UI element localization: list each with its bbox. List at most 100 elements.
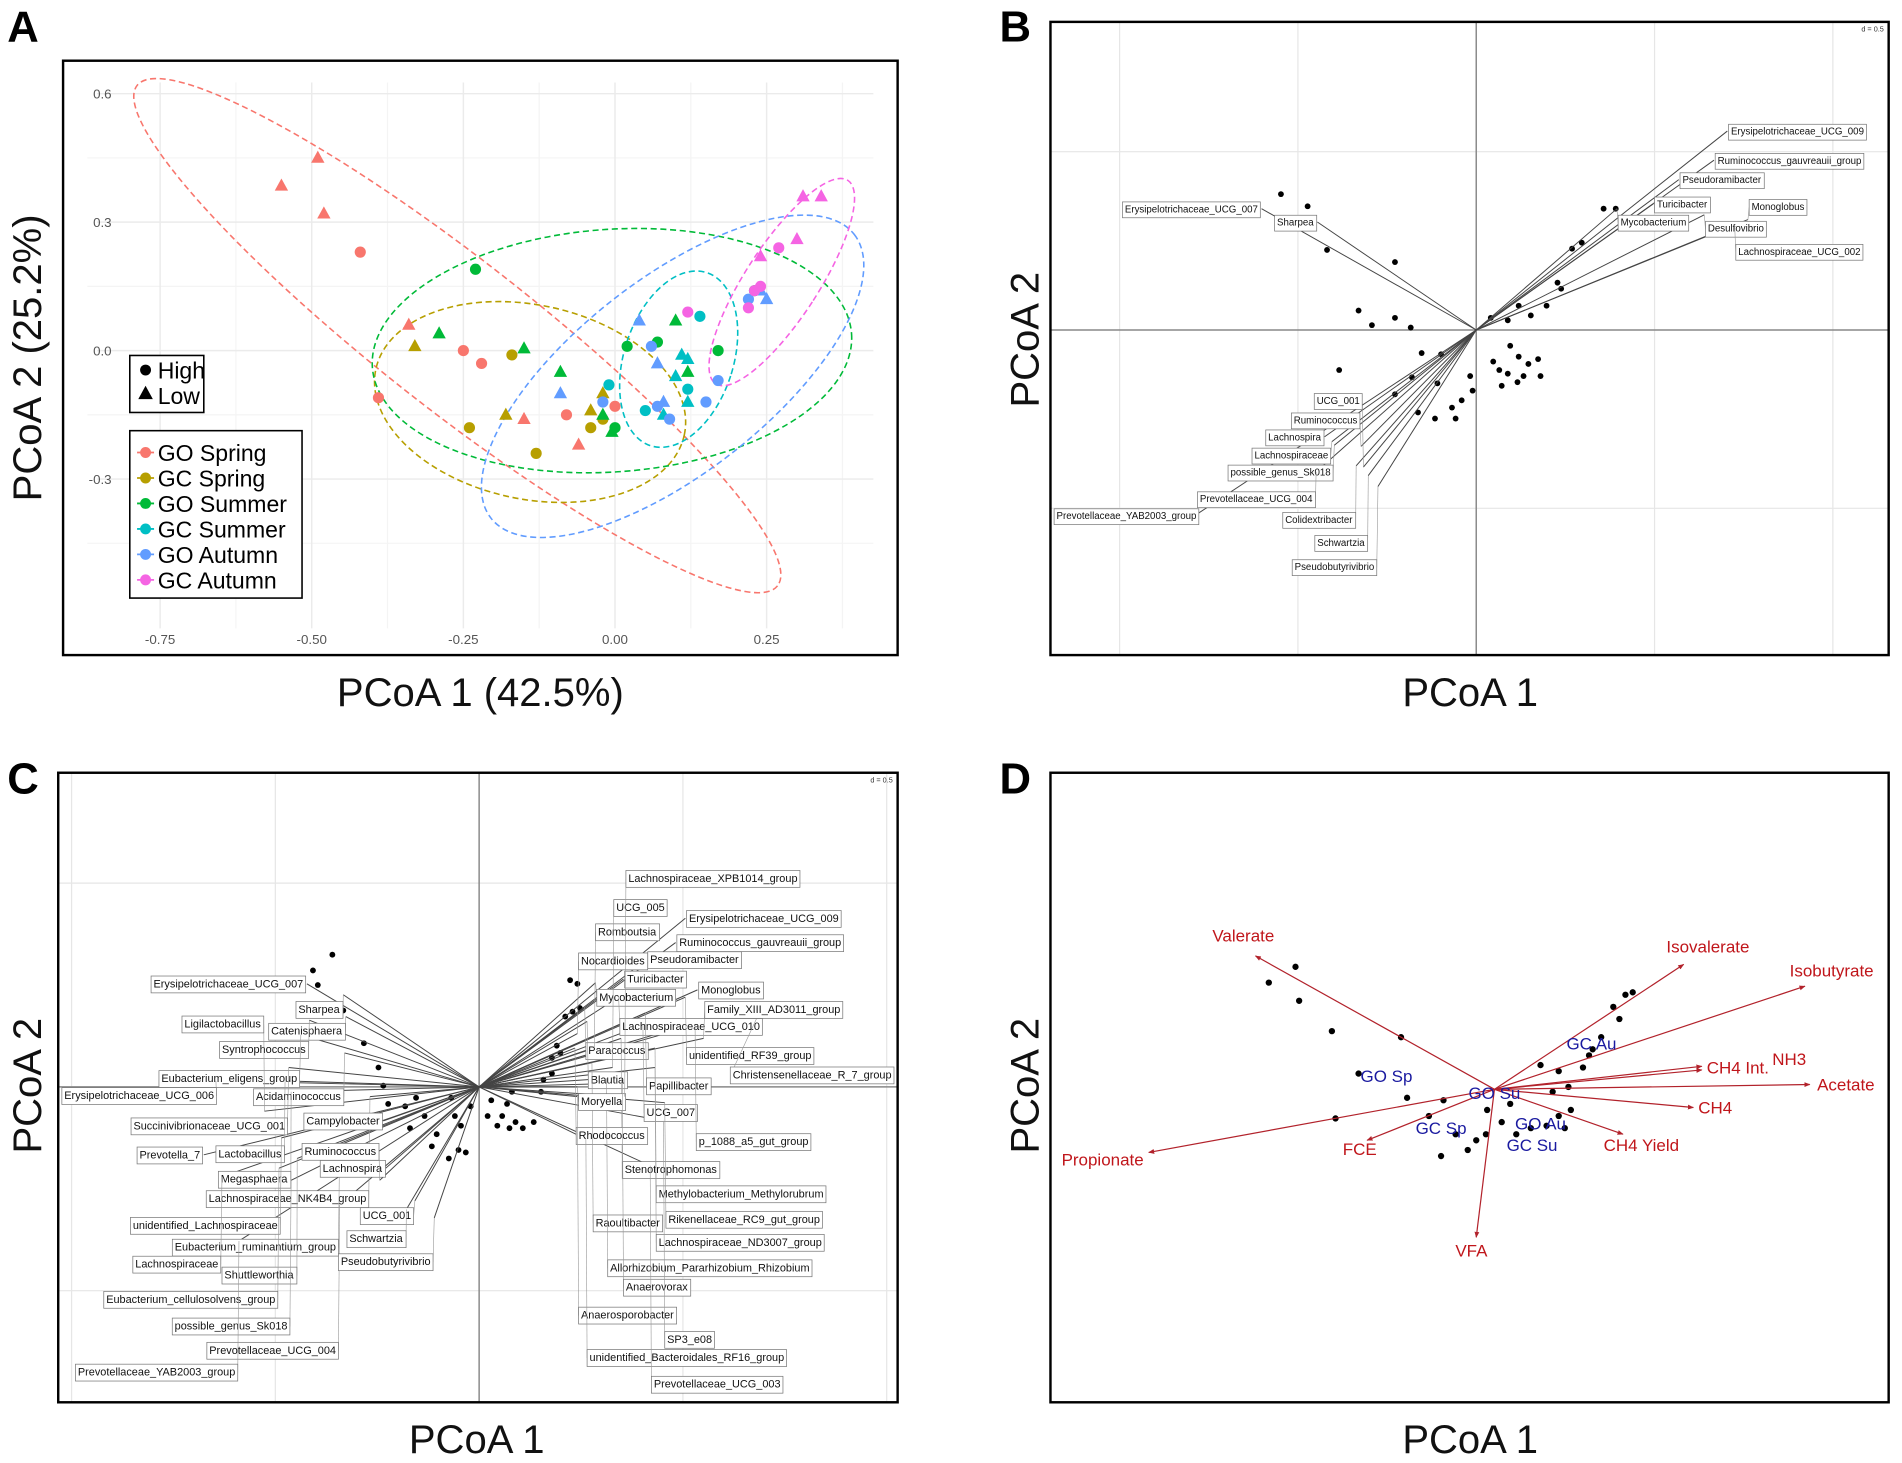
vector-label: Campylobacter — [303, 1112, 383, 1131]
label-leader-line — [612, 908, 615, 1068]
legend-label-go-summer: GO Summer — [158, 491, 288, 517]
taxon-label: Stenotrophomonas — [625, 1164, 718, 1176]
panel-d-biplot: Valerate Isovalerate Isobutyrate CH4 Int. NH… — [1049, 771, 1890, 1404]
label-box — [686, 1047, 815, 1065]
label-box — [1728, 123, 1867, 141]
vector-label: possible_genus_Sk018 — [171, 1317, 291, 1336]
vector-label: Prevotellaceae_YAB2003_group — [75, 1363, 239, 1382]
label-box — [150, 975, 307, 994]
label-box — [1617, 214, 1690, 232]
sample-point — [428, 1143, 435, 1150]
label-box — [1053, 508, 1200, 526]
vector-label: Prevotellaceae_UCG_004 — [206, 1341, 339, 1360]
vector-label: Succinivibrionaceae_UCG_001 — [130, 1117, 288, 1136]
label-box — [205, 1190, 370, 1208]
point-low-gc-autumn — [814, 189, 828, 202]
point-low-go-summer — [517, 341, 531, 354]
sample-point — [458, 1122, 464, 1129]
vector-label: Eubacterium_cellulosolvens_group — [103, 1291, 279, 1309]
taxon-label: Lachnospiraceae — [135, 1259, 218, 1271]
label-box — [646, 1077, 712, 1096]
taxon-label: unidentified_RF39_group — [689, 1050, 811, 1062]
x-tick-label: 0.00 — [602, 632, 628, 647]
taxon-label: UCG_007 — [647, 1107, 696, 1119]
vector-arrow — [1494, 1082, 1811, 1090]
sample-point — [314, 982, 321, 988]
sample-point — [567, 977, 574, 984]
vector-arrow — [1254, 955, 1495, 1090]
confidence-ellipse-go-autumn — [480, 214, 865, 539]
vector-label: Acetate — [1817, 1076, 1875, 1095]
variable-label: VFA — [1455, 1242, 1488, 1261]
vector-label: Anaerovorax — [623, 1278, 692, 1297]
sample-point — [1600, 205, 1607, 212]
sample-point — [1612, 205, 1619, 212]
taxon-label: Lachnospira — [323, 1163, 383, 1175]
vector-label: UCG_007 — [643, 1104, 698, 1122]
label-box — [359, 1207, 415, 1225]
label-leader-line — [642, 1025, 645, 1114]
sample-point — [1565, 1083, 1572, 1091]
sample-point — [1467, 373, 1474, 379]
x-tick-label: 0.25 — [754, 632, 780, 647]
variable-label: CH4 Int. — [1707, 1059, 1769, 1078]
vector-arrow — [479, 1062, 593, 1088]
taxon-label: Schwartzia — [1317, 538, 1365, 549]
label-box — [613, 899, 668, 917]
sample-point — [1469, 387, 1476, 394]
taxon-label: Colidextribacter — [1285, 515, 1353, 526]
taxon-label: Christensenellaceae_R_7_group — [733, 1069, 892, 1081]
taxon-label: Acidaminococcus — [256, 1091, 341, 1103]
taxon-label: Erysipelotrichaceae_UCG_009 — [689, 913, 839, 925]
label-leader-line — [338, 1204, 340, 1351]
taxon-label: Prevotellaceae_UCG_004 — [209, 1345, 336, 1357]
taxon-label: Ruminococcus_gauvreauii_group — [1718, 156, 1862, 167]
label-leader-line — [694, 1025, 697, 1143]
label-box — [578, 1306, 677, 1325]
centroid-label: GC Su — [1507, 1136, 1558, 1155]
scale-note: d = 0.5 — [870, 775, 892, 784]
point-high-gc-summer — [639, 404, 651, 417]
label-box — [1274, 214, 1318, 232]
vector-arrow — [479, 1086, 664, 1122]
vector-label: Desulfovibrio — [1705, 220, 1767, 238]
panel-letter-a: A — [7, 2, 39, 51]
taxon-label: Schwartzia — [349, 1233, 403, 1245]
sample-point — [1549, 1088, 1556, 1095]
point-high-gc-summer — [694, 310, 706, 322]
taxon-label: Erysipelotrichaceae_UCG_007 — [1125, 204, 1258, 215]
vector-label: Anaerosporobacter — [578, 1306, 677, 1325]
sample-point — [1458, 397, 1465, 404]
sample-point — [310, 967, 316, 974]
vector-arrow — [1315, 329, 1477, 473]
legend-label-gc-autumn: GC Autumn — [158, 567, 277, 593]
vector-arrow — [414, 1086, 480, 1202]
taxon-label: possible_genus_Sk018 — [175, 1321, 288, 1333]
point-low-gc-spring — [596, 386, 610, 399]
vector-arrow — [478, 982, 596, 1088]
legend-key-dot — [140, 574, 152, 586]
sample-point — [1490, 358, 1497, 365]
vector-label: unidentified_RF39_group — [686, 1047, 815, 1065]
taxon-label: Lachnospiraceae_ND3007_group — [659, 1237, 822, 1249]
taxon-label: Allorhizobium_Pararhizobium_Rhizobium — [610, 1262, 809, 1274]
vector-label: Lachnospiraceae_UCG_010 — [619, 1018, 763, 1036]
label-box — [592, 1214, 664, 1233]
taxon-label: Prevotellaceae_UCG_004 — [1200, 494, 1313, 505]
vector-arrow — [1363, 329, 1477, 468]
vector-label: CH4 Yield — [1604, 1136, 1679, 1155]
centroid-label: GC Au — [1566, 1034, 1616, 1053]
sample-point — [1369, 322, 1375, 329]
sample-point — [1515, 353, 1522, 360]
legend-label-go-spring: GO Spring — [158, 440, 267, 466]
vector-label: UCG_001 — [359, 1207, 415, 1225]
label-box — [346, 1230, 407, 1248]
vector-label: Erysipelotrichaceae_UCG_007 — [1122, 201, 1261, 219]
vector-label: Isovalerate — [1666, 937, 1749, 956]
taxon-label: SP3_e08 — [667, 1334, 712, 1346]
sample-point — [1437, 1152, 1445, 1160]
label-leader-line — [574, 1048, 577, 1137]
point-low-gc-autumn — [790, 232, 804, 245]
vector-arrow — [1494, 985, 1806, 1090]
vector-label: Erysipelotrichaceae_UCG_009 — [686, 910, 842, 928]
